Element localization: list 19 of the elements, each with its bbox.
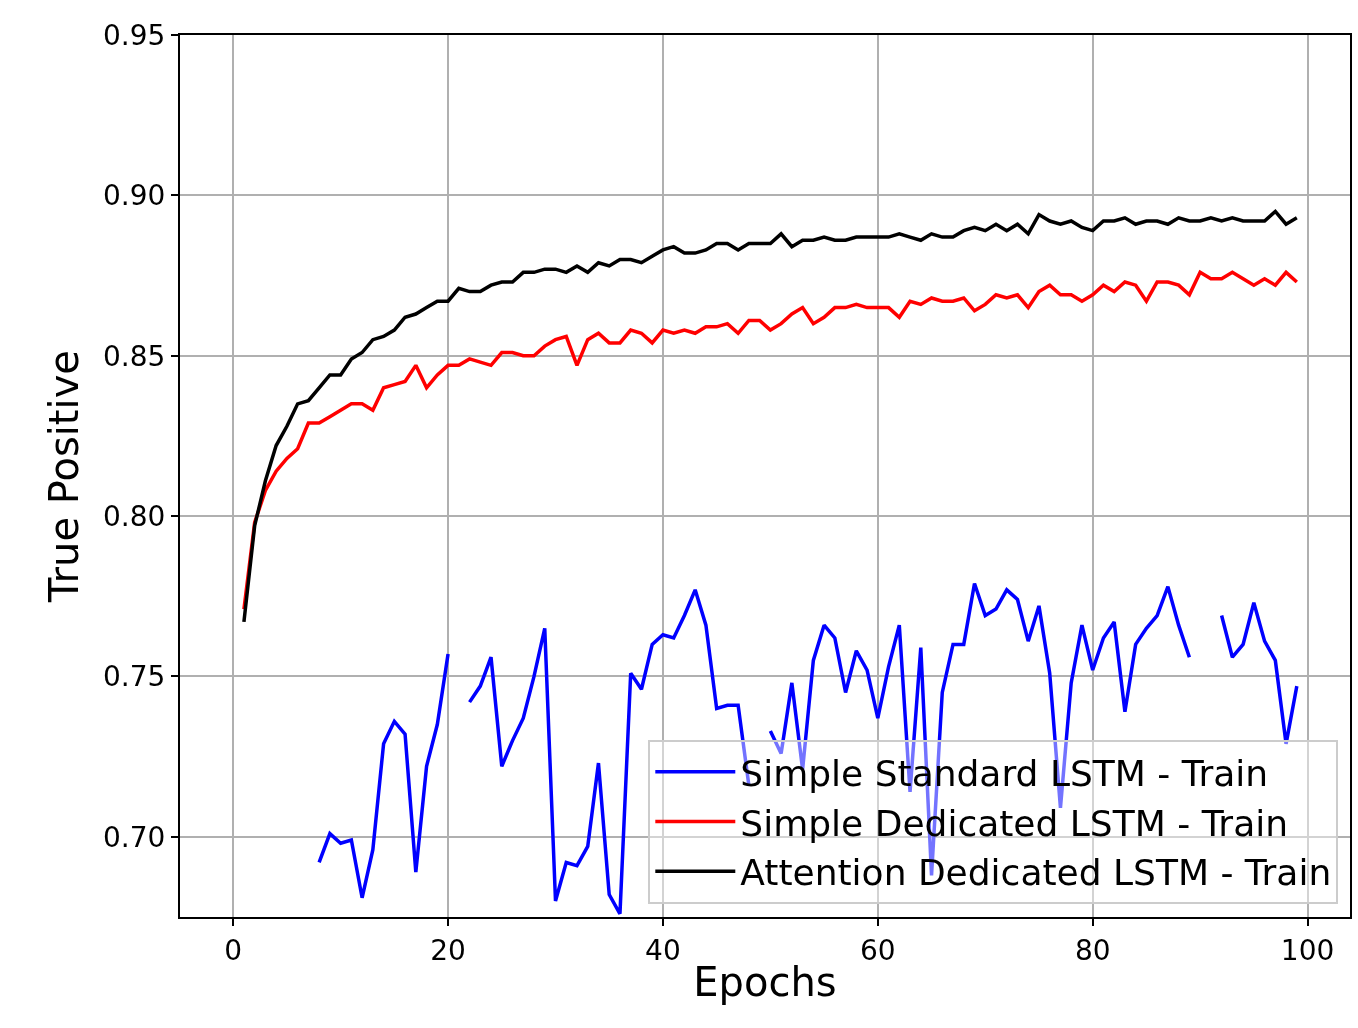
y-tick-label: 0.70	[103, 820, 166, 854]
x-tick-label: 80	[1074, 933, 1111, 967]
y-tick-label: 0.90	[103, 179, 166, 213]
x-tick-label: 60	[859, 933, 896, 967]
legend-label: Attention Dedicated LSTM - Train	[740, 852, 1332, 894]
legend-label: Simple Dedicated LSTM - Train	[740, 802, 1289, 844]
x-tick-label: 20	[430, 933, 466, 967]
line-series	[242, 209, 1299, 624]
x-axis-title: Epochs	[693, 958, 837, 1005]
x-tick-label: 100	[1280, 933, 1335, 967]
x-tick-label: 0	[224, 933, 243, 967]
y-tick-label: 0.80	[103, 499, 166, 533]
x-tick-label: 40	[645, 933, 681, 967]
y-axis-title: True Positive	[41, 350, 88, 603]
legend-label: Simple Standard LSTM - Train	[740, 752, 1269, 794]
y-tick-label: 0.75	[103, 660, 166, 694]
line-series	[242, 270, 1299, 611]
y-tick-label: 0.85	[103, 339, 166, 373]
y-tick-label: 0.95	[103, 18, 166, 52]
